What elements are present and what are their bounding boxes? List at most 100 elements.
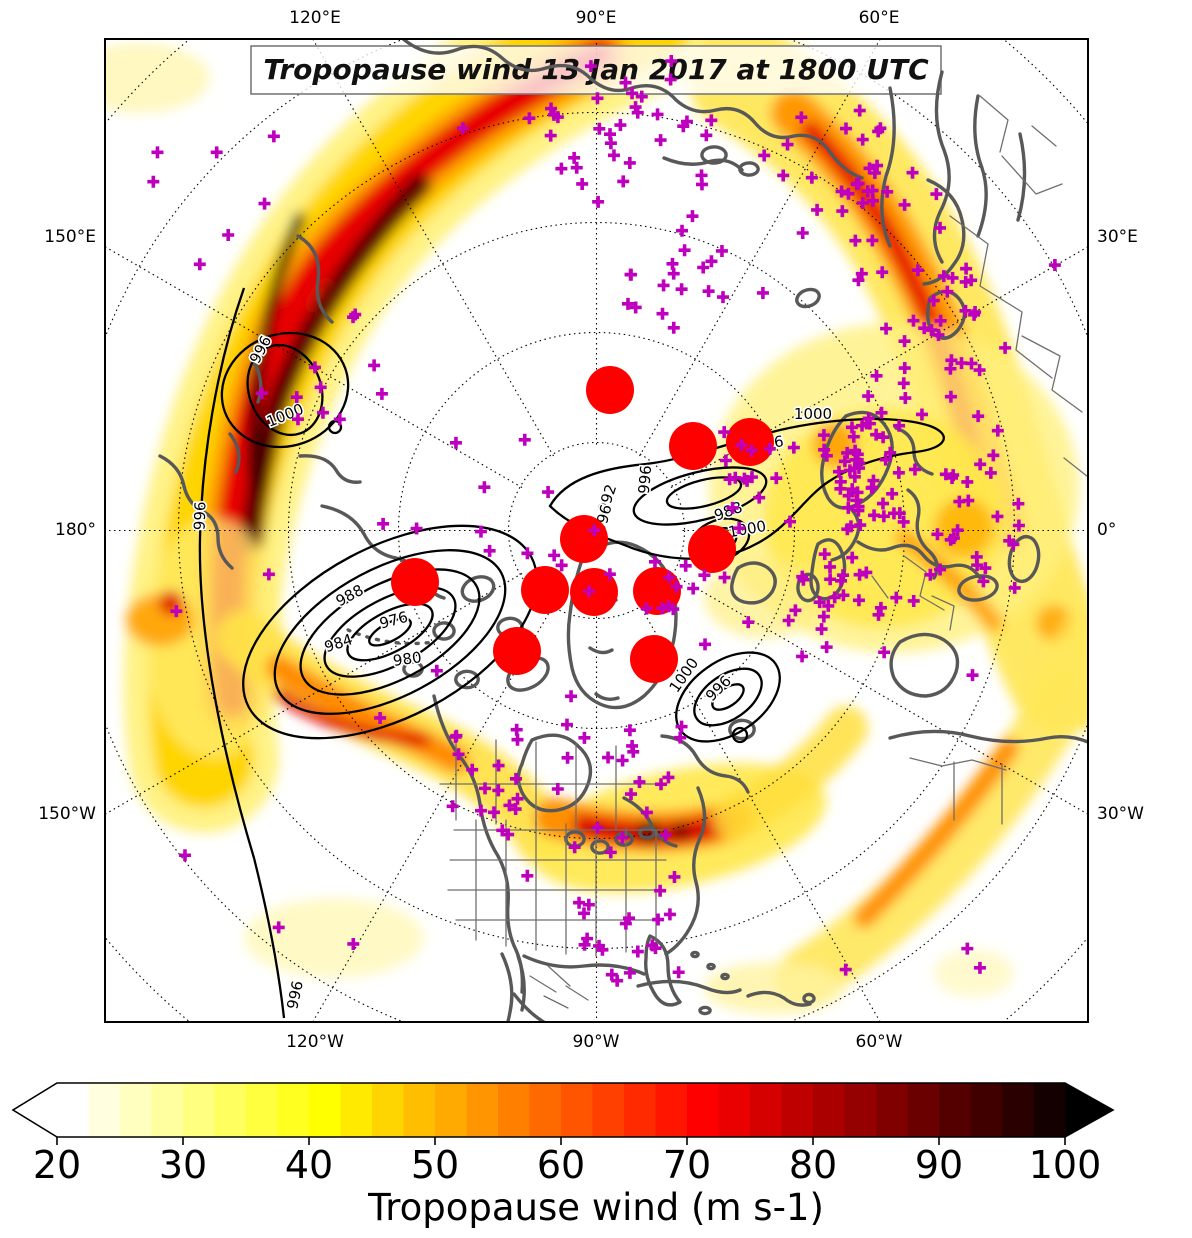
station-marker [718,571,731,584]
station-marker [262,568,275,581]
station-marker [946,471,959,484]
axis-label-right: 30°E [1097,227,1138,247]
station-marker [603,568,616,581]
station-marker [457,122,470,135]
station-marker [347,937,360,950]
station-marker [555,162,568,175]
station-marker [614,119,627,132]
station-marker [846,551,859,564]
colorbar-tick-label: 60 [537,1143,585,1187]
station-marker [629,301,642,314]
station-marker [835,185,848,198]
station-marker [193,258,206,271]
map-plot: Tropopause wind 13 Jan 2017 at 1800 UTC [104,38,1089,1023]
station-marker [521,547,534,560]
station-marker [377,517,390,530]
station-marker [511,792,524,805]
station-marker [624,268,637,281]
station-marker [763,442,776,455]
station-marker [930,188,943,201]
station-marker [640,602,653,615]
station-marker [719,454,732,467]
station-marker [893,507,906,520]
station-marker [965,274,978,287]
station-marker [687,582,700,595]
station-marker [924,568,937,581]
station-marker [865,482,878,495]
station-marker [604,128,617,141]
colorbar-tick-label: 20 [33,1143,81,1187]
station-marker [672,966,685,979]
station-marker [573,896,586,909]
station-marker [789,604,802,617]
station-marker [605,968,618,981]
station-marker [960,262,973,275]
station-marker [583,585,596,598]
station-marker [875,406,888,419]
station-marker [876,266,889,279]
admin-borders [439,95,1089,1009]
contour-label: 996 [702,672,735,705]
station-marker [629,101,642,114]
station-marker [934,221,947,234]
station-marker [856,133,869,146]
station-marker [939,468,952,481]
station-marker [931,528,944,541]
station-marker [291,413,304,426]
station-marker [1048,259,1061,272]
station-marker [977,575,990,588]
station-marker [619,76,632,89]
station-marker [758,149,771,162]
colorbar-tick-label: 50 [411,1143,459,1187]
station-marker [450,729,463,742]
station-marker [872,608,885,621]
station-marker [648,555,661,568]
station-marker [836,205,849,218]
station-marker [561,751,574,764]
station-marker [593,122,606,135]
station-marker [695,169,708,182]
station-marker [702,285,715,298]
station-marker [872,125,885,138]
station-marker [697,261,710,274]
station-marker [654,134,667,147]
station-marker [741,474,754,487]
station-marker [879,453,892,466]
station-marker [509,772,522,785]
axis-label-left: 150°W [38,804,96,824]
station-marker [483,544,496,557]
station-marker [934,563,947,576]
station-marker [548,549,561,562]
station-marker [842,501,855,514]
station-marker [492,784,505,797]
station-marker [820,641,833,654]
station-marker [718,426,731,439]
station-marker [663,908,676,921]
station-marker [616,831,629,844]
station-marker [577,907,590,920]
station-marker [475,804,488,817]
station-marker [918,322,931,335]
station-marker [659,829,672,842]
station-marker [735,439,748,452]
station-marker [897,515,910,528]
station-marker [818,548,831,561]
station-marker [906,166,919,179]
station-marker [787,441,800,454]
station-marker [805,171,818,184]
station-marker [886,487,899,500]
station-marker [946,271,959,284]
station-marker [151,146,164,159]
station-marker [664,73,677,86]
station-marker [560,718,573,731]
station-marker [961,942,974,955]
station-marker [877,431,890,444]
station-marker [898,335,911,348]
station-marker [834,475,847,488]
station-marker [828,591,841,604]
station-marker [842,187,855,200]
station-marker [584,60,597,73]
station-marker [870,428,883,441]
station-marker [446,800,459,813]
